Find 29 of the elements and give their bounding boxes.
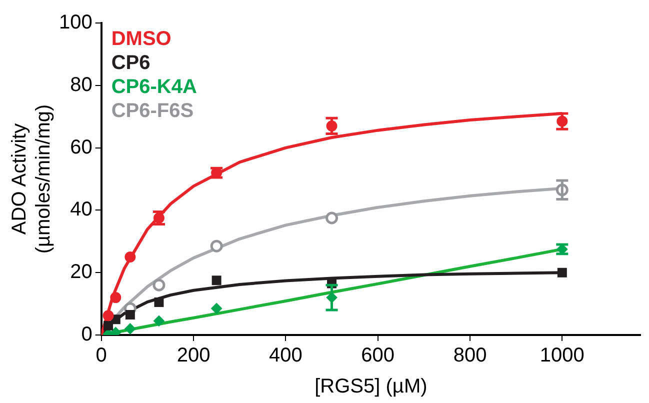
point (212, 276, 222, 286)
point (210, 240, 223, 252)
point (154, 298, 164, 307)
x-tick-label: 200 (176, 344, 210, 367)
point (557, 268, 567, 278)
y-axis-title: ADO Activity (µmoles/min/mg) (8, 104, 55, 254)
x-tick-label: 1000 (540, 344, 584, 367)
point (124, 323, 136, 334)
text: DMSO (111, 27, 172, 51)
point (211, 302, 222, 314)
y-tick-label: 40 (70, 198, 92, 221)
text: CP6-F6S (111, 99, 195, 123)
x-tick-label: 600 (361, 344, 395, 367)
point (153, 315, 164, 326)
text: CP6-K4A (111, 75, 197, 99)
point (326, 212, 338, 224)
y-tick-label: 60 (70, 136, 92, 158)
x-tick-label: 0 (96, 344, 107, 367)
y-tick-label: 20 (70, 261, 92, 284)
x-axis-title: [RGS5] (µM) (314, 376, 428, 398)
text: CP6 (111, 51, 152, 75)
point (125, 310, 135, 320)
y-tick-label: 80 (70, 74, 92, 96)
y-tick-label: 0 (81, 324, 92, 346)
x-tick-label: 400 (269, 344, 302, 367)
point (104, 320, 114, 330)
point (152, 278, 166, 292)
y-tick-label: 100 (58, 12, 92, 34)
x-tick-label: 800 (453, 344, 487, 367)
